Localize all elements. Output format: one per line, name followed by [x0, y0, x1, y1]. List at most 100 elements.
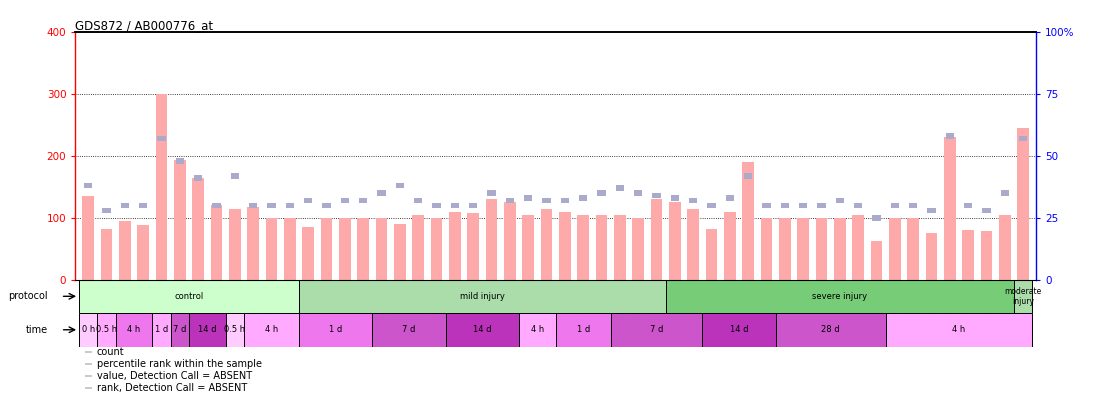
- Bar: [561, 198, 568, 203]
- Bar: [431, 218, 442, 279]
- Text: rank, Detection Call = ABSENT: rank, Detection Call = ABSENT: [96, 383, 247, 393]
- Bar: [266, 218, 277, 279]
- Text: mild injury: mild injury: [460, 292, 505, 301]
- Text: 0.5 h: 0.5 h: [224, 325, 245, 334]
- Bar: [469, 202, 478, 208]
- Text: 28 d: 28 d: [821, 325, 840, 334]
- Bar: [119, 221, 131, 279]
- Bar: [244, 313, 299, 347]
- Bar: [981, 231, 993, 279]
- Bar: [964, 202, 973, 208]
- Text: 14 d: 14 d: [730, 325, 748, 334]
- Text: GDS872 / AB000776_at: GDS872 / AB000776_at: [75, 19, 214, 32]
- Bar: [927, 208, 935, 213]
- Bar: [653, 193, 660, 198]
- Bar: [519, 313, 555, 347]
- Bar: [229, 209, 240, 279]
- Bar: [815, 218, 828, 279]
- Bar: [907, 218, 920, 279]
- Bar: [378, 190, 386, 196]
- Bar: [577, 215, 589, 279]
- Bar: [885, 313, 1033, 347]
- Bar: [797, 218, 809, 279]
- Bar: [962, 230, 974, 279]
- Text: value, Detection Call = ABSENT: value, Detection Call = ABSENT: [96, 371, 252, 381]
- Bar: [322, 202, 330, 208]
- Bar: [445, 313, 519, 347]
- Bar: [724, 211, 736, 279]
- Bar: [211, 205, 223, 279]
- Bar: [745, 173, 752, 179]
- Bar: [171, 313, 189, 347]
- Bar: [488, 190, 495, 196]
- Bar: [79, 313, 98, 347]
- Bar: [597, 190, 606, 196]
- Text: control: control: [174, 292, 204, 301]
- Bar: [1019, 136, 1027, 141]
- Bar: [396, 183, 404, 188]
- Text: 0 h: 0 h: [82, 325, 95, 334]
- Text: 4 h: 4 h: [265, 325, 278, 334]
- Bar: [834, 218, 845, 279]
- Bar: [226, 313, 244, 347]
- Bar: [634, 190, 643, 196]
- Bar: [707, 202, 716, 208]
- Bar: [760, 218, 772, 279]
- Bar: [871, 241, 882, 279]
- Bar: [412, 215, 424, 279]
- Text: 4 h: 4 h: [531, 325, 544, 334]
- Bar: [852, 215, 864, 279]
- Text: 1 d: 1 d: [155, 325, 168, 334]
- Bar: [946, 133, 954, 139]
- Bar: [909, 202, 917, 208]
- Bar: [555, 313, 611, 347]
- Bar: [84, 183, 92, 188]
- Bar: [299, 313, 372, 347]
- Text: 7 d: 7 d: [173, 325, 186, 334]
- Bar: [299, 279, 666, 313]
- Text: 14 d: 14 d: [198, 325, 216, 334]
- Bar: [666, 279, 1014, 313]
- Bar: [776, 313, 885, 347]
- Bar: [320, 218, 332, 279]
- Bar: [137, 225, 150, 279]
- Text: 4 h: 4 h: [127, 325, 141, 334]
- Bar: [689, 198, 697, 203]
- Bar: [157, 136, 165, 141]
- Bar: [393, 224, 406, 279]
- Bar: [284, 218, 296, 279]
- Bar: [372, 313, 445, 347]
- Bar: [451, 202, 459, 208]
- Bar: [376, 218, 388, 279]
- Bar: [286, 202, 294, 208]
- Bar: [616, 185, 624, 191]
- Bar: [102, 208, 111, 213]
- Bar: [339, 218, 351, 279]
- Bar: [302, 227, 315, 279]
- Bar: [687, 209, 699, 279]
- Bar: [611, 313, 702, 347]
- Bar: [762, 202, 770, 208]
- Bar: [781, 202, 789, 208]
- Text: moderate
injury: moderate injury: [1005, 287, 1042, 306]
- Text: percentile rank within the sample: percentile rank within the sample: [96, 359, 261, 369]
- Bar: [249, 202, 257, 208]
- Text: 0.5 h: 0.5 h: [96, 325, 117, 334]
- Bar: [579, 195, 587, 201]
- Bar: [944, 137, 956, 279]
- Bar: [194, 175, 203, 181]
- Bar: [414, 198, 422, 203]
- Bar: [854, 202, 862, 208]
- Bar: [650, 199, 663, 279]
- Bar: [115, 313, 152, 347]
- Bar: [213, 202, 220, 208]
- Bar: [189, 313, 226, 347]
- Bar: [779, 218, 791, 279]
- Bar: [702, 313, 776, 347]
- Bar: [432, 202, 441, 208]
- Bar: [925, 233, 937, 279]
- Bar: [633, 218, 644, 279]
- Bar: [726, 195, 733, 201]
- Bar: [818, 202, 825, 208]
- Bar: [304, 198, 312, 203]
